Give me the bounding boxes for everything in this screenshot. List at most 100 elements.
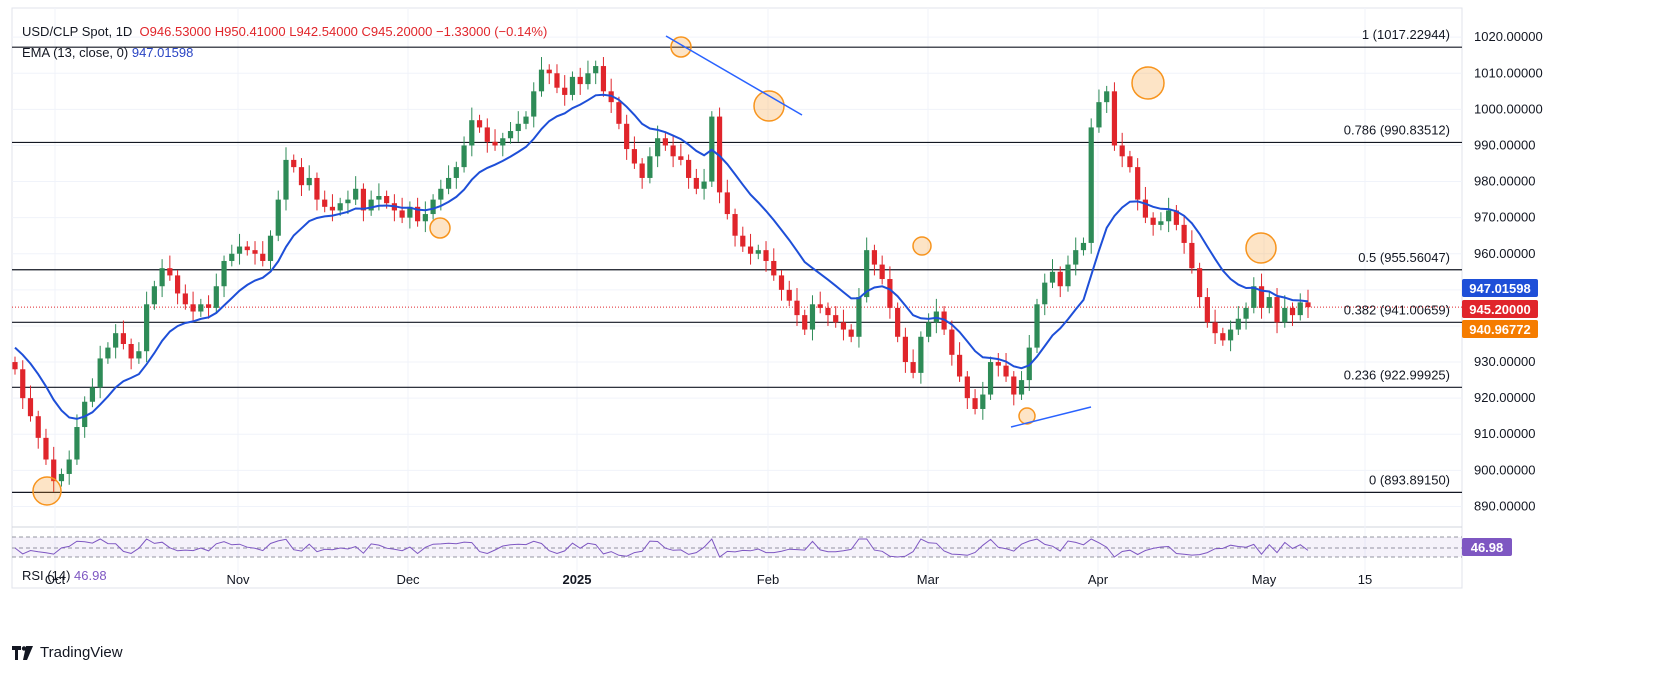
rsi-label[interactable]: RSI (14): [22, 568, 71, 583]
candle-body: [910, 362, 916, 373]
candle-body: [314, 177, 320, 200]
candle-body: [376, 196, 382, 200]
candle-body: [678, 156, 684, 160]
rsi-header: RSI (14) 46.98: [22, 568, 107, 583]
fib-levels: 1 (1017.22944) 0.786 (990.83512) 0.5 (955.…: [12, 27, 1462, 493]
candle-body: [275, 199, 281, 236]
y-tick-label: 1020.00000: [1474, 29, 1543, 44]
trend-line-up: [1010, 406, 1092, 428]
chart-frame: [11, 7, 1463, 589]
candle-body: [1204, 297, 1210, 323]
candle-body: [445, 177, 452, 189]
tradingview-brand[interactable]: TradingView: [12, 644, 123, 661]
fib-label: 0.786 (990.83512): [1344, 122, 1450, 137]
candle-body: [1181, 224, 1187, 243]
candle-body: [1235, 318, 1241, 330]
candle-body: [747, 246, 754, 254]
y-tick-label: 970.00000: [1474, 210, 1535, 225]
candle-body: [864, 250, 870, 298]
highlight-circle: [32, 476, 62, 506]
price-tag-box: [1462, 279, 1538, 297]
candle-body: [12, 362, 18, 370]
x-tick-label: Apr: [1088, 572, 1109, 587]
candle-body: [492, 141, 498, 146]
rsi-tag-label: 46.98: [1471, 540, 1504, 555]
x-tick-label: Feb: [757, 572, 779, 587]
candle-body: [1150, 217, 1156, 225]
time-axis: Oct Nov Dec 2025 Feb Mar Apr May 15: [45, 572, 1372, 587]
low-value: L942.54000: [289, 24, 358, 39]
candle-body: [755, 250, 761, 254]
ema-line: [14, 93, 1309, 420]
candle-body: [1166, 210, 1172, 222]
ema-label[interactable]: EMA (13, close, 0): [22, 45, 129, 60]
candle-body: [964, 376, 970, 399]
candle-body: [27, 398, 34, 417]
x-tick-label: 15: [1358, 572, 1372, 587]
candle-body: [569, 76, 576, 95]
candle-body: [1289, 307, 1296, 316]
candle-body: [113, 333, 119, 348]
candle-body: [987, 362, 994, 395]
x-tick-label: Oct: [45, 572, 66, 587]
candle-body: [105, 347, 111, 359]
candle-body: [260, 253, 266, 261]
candle-body: [554, 73, 560, 88]
x-tick-label: Mar: [917, 572, 940, 587]
candle-body: [840, 322, 847, 330]
candle-body: [740, 235, 746, 247]
candle-body: [685, 159, 692, 178]
brand-name: TradingView: [40, 644, 123, 661]
candle-body: [515, 123, 521, 132]
candle-body: [20, 369, 26, 399]
symbol-label[interactable]: USD/CLP Spot, 1D: [22, 24, 133, 39]
candle-body: [151, 286, 157, 305]
x-tick-label: May: [1252, 572, 1277, 587]
candle-body: [647, 156, 653, 178]
close-value: C945.20000: [361, 24, 433, 39]
y-tick-label: 890.00000: [1474, 498, 1535, 513]
ema-header: EMA (13, close, 0) 947.01598: [22, 45, 193, 60]
rsi-value: 46.98: [74, 568, 107, 583]
candle-body: [159, 268, 165, 287]
candle-body: [298, 167, 305, 186]
candle-body: [1119, 145, 1125, 157]
candle-body: [244, 246, 250, 251]
candle-body: [585, 73, 591, 85]
candle-body: [484, 127, 490, 142]
price-tags: 947.01598 945.20000 940.96772 46.98: [1462, 279, 1538, 556]
candle-body: [252, 250, 258, 254]
candle-body: [1127, 156, 1133, 168]
chart-grid: [11, 7, 1463, 589]
candle-body: [995, 362, 1001, 366]
candle-body: [778, 275, 785, 290]
candle-body: [345, 199, 351, 204]
highlight-circle: [1018, 407, 1036, 425]
candle-body: [438, 188, 444, 200]
candle-body: [794, 300, 800, 316]
candle-body: [1096, 102, 1102, 128]
candle-body: [213, 286, 219, 308]
candle-body: [322, 199, 328, 207]
candle-body: [538, 69, 545, 92]
candle-body: [802, 315, 808, 330]
candle-body: [291, 159, 297, 168]
candle-body: [856, 297, 862, 337]
candle-body: [1135, 167, 1141, 200]
candle-body: [306, 177, 312, 186]
candle-body: [1003, 365, 1009, 377]
fib-label: 1 (1017.22944): [1362, 27, 1450, 42]
highlight-circle: [912, 236, 932, 256]
candle-body: [624, 123, 630, 150]
candle-body: [453, 167, 459, 178]
y-tick-label: 930.00000: [1474, 354, 1535, 369]
symbol-header: USD/CLP Spot, 1D O946.53000 H950.41000 L…: [22, 24, 547, 39]
candle-body: [1158, 221, 1164, 225]
candle-body: [577, 76, 583, 85]
price-axis: 890.00000 900.00000 910.00000 920.00000 930.…: [1474, 29, 1543, 513]
candle-body: [817, 304, 823, 308]
candle-body: [600, 66, 607, 92]
candle-body: [1189, 242, 1195, 269]
candle-body: [368, 199, 374, 211]
